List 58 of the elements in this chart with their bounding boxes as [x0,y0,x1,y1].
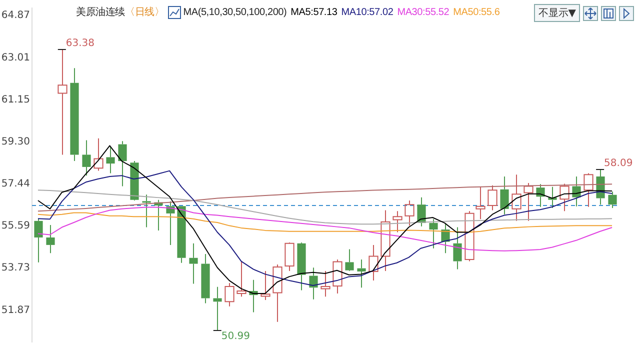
candlestick [309,267,318,300]
y-tick-label: 53.73 [1,262,30,274]
candlestick [106,146,115,174]
text: MA10:57.02 [341,6,394,18]
candlestick [297,242,306,291]
candlestick [236,260,246,298]
y-tick-label: 61.15 [1,94,30,106]
candlestick [177,206,186,264]
candlestick [142,194,151,228]
candlestick [368,244,378,282]
y-tick-label: 51.87 [1,304,30,316]
candlestick [524,182,534,222]
candlestick [584,172,594,208]
candlestick [404,200,414,226]
candlestick [572,176,581,207]
candlestick [46,224,55,254]
candlestick [94,138,104,172]
candlestick [608,191,617,208]
candlestick [201,254,210,304]
candlestick [453,226,462,270]
text: MA50:55.6 [453,6,500,18]
candlestick [500,176,509,215]
y-tick-label: 63.01 [1,52,30,64]
candlestick [70,68,79,162]
y-tick-label: 57.44 [1,178,30,190]
candlestick [392,210,402,233]
candlestick [82,140,91,176]
candlestick [512,174,522,222]
candlestick [166,200,175,246]
annotation: 58.09 [604,158,633,169]
y-tick-label: 59.30 [1,136,30,148]
candlestick [380,210,390,272]
text: MA30:55.52 [397,6,450,18]
chart-subtitle: 〈日线〉 [125,6,164,19]
candlestick [320,270,330,298]
y-tick-label: 55.59 [1,220,30,232]
annotation: 63.38 [66,38,95,49]
candlestick [118,140,127,187]
candlestick [34,218,43,263]
candlestick [332,258,342,294]
candlestick [224,282,234,307]
annotation: 50.99 [221,330,250,342]
candlestick [189,242,198,284]
candlestick [357,258,366,288]
candlestick [488,184,498,211]
candlestick [560,183,570,212]
chart-title: 美原油连续 [76,6,126,19]
candlestick [476,186,486,220]
y-tick-label: 64.87 [1,10,30,22]
candlestick [58,48,68,156]
annotation: MA(5,10,30,50,100,200) [183,6,287,18]
annotation: 不显示▼ [534,4,580,22]
text: MA5:57.13 [290,6,338,18]
candlestick [272,264,282,322]
candlestick [548,186,557,208]
candlestick [213,286,222,331]
candlestick [429,218,438,249]
candlestick [260,270,270,301]
